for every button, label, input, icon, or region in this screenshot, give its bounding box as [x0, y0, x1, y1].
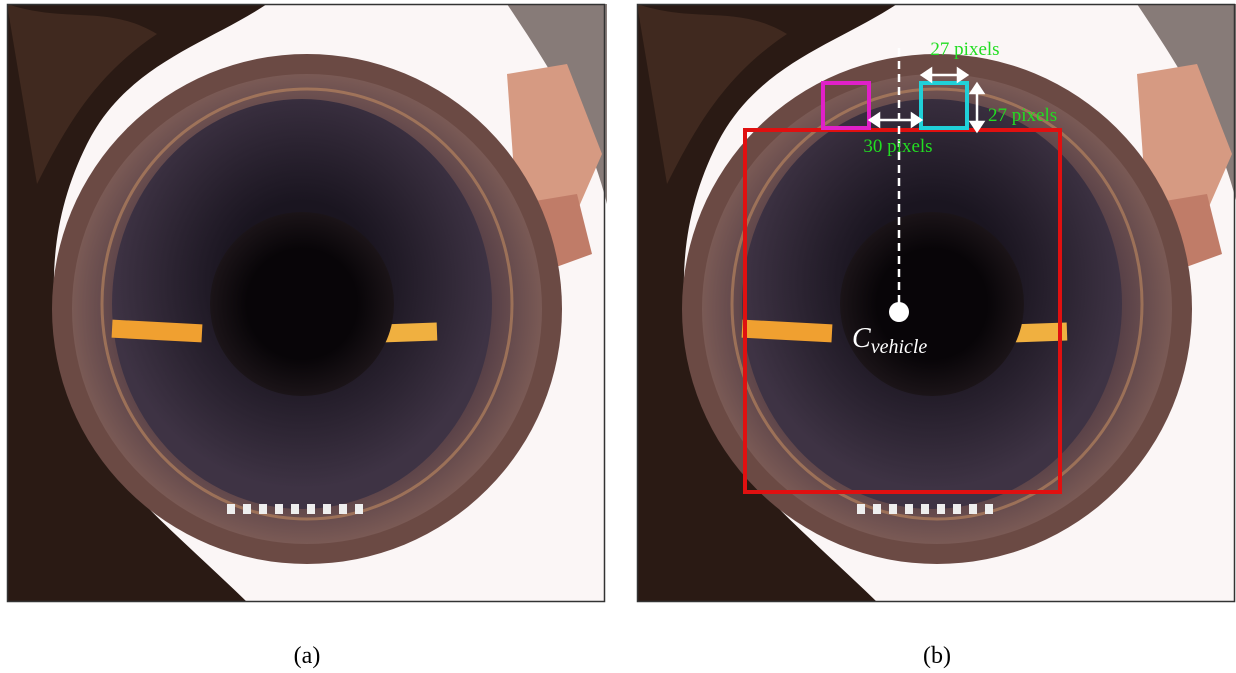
figure: 27 pixels 27 pixels 30 pixels Cvehicle (…	[0, 0, 1236, 673]
fisheye-image	[7, 4, 607, 602]
page: 27 pixels 27 pixels 30 pixels Cvehicle (…	[0, 0, 1236, 673]
fisheye-image	[637, 4, 1236, 602]
center-label-main: C	[852, 323, 871, 354]
annotation: 27 pixels	[988, 105, 1057, 126]
annotation: 30 pixels	[863, 136, 932, 157]
center-label-sub: vehicle	[871, 336, 928, 358]
vehicle-center	[889, 302, 909, 322]
caption: (a)	[294, 643, 321, 669]
caption: (b)	[923, 643, 951, 669]
annotation: 27 pixels	[930, 39, 999, 60]
